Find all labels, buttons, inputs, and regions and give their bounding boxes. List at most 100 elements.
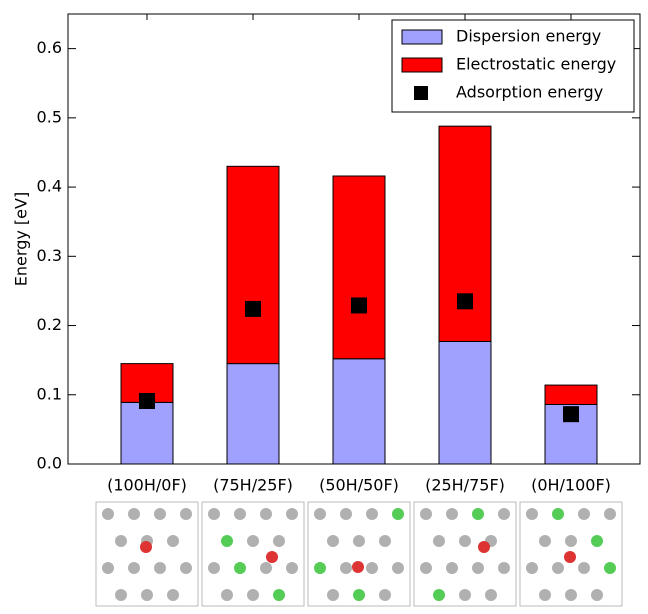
atom [379,535,391,547]
structure-image [308,502,410,606]
atom [180,562,192,574]
y-tick-label: 0.3 [37,246,62,265]
atom [141,589,153,601]
atom [167,535,179,547]
legend-swatch [414,86,428,100]
y-tick-label: 0.6 [37,38,62,57]
atom [433,589,445,601]
y-axis-label: Energy [eV] [12,192,31,286]
atom [115,589,127,601]
adsorption-marker [563,406,579,422]
x-tick-label: (100H/0F) [107,476,187,495]
y-tick-label: 0.5 [37,107,62,126]
atom [167,589,179,601]
atom [286,508,298,520]
atom [327,535,339,547]
structure-image [414,502,516,606]
atom [591,535,603,547]
atom [604,508,616,520]
bar-segment [227,166,279,363]
y-tick-label: 0.2 [37,315,62,334]
adsorption-marker [245,301,261,317]
atom [180,508,192,520]
structure-image [520,502,622,606]
atom [420,508,432,520]
x-tick-label: (50H/50F) [319,476,399,495]
atom [208,508,220,520]
atom [366,508,378,520]
atom [273,589,285,601]
atom [221,535,233,547]
atom [352,561,364,573]
atom [565,589,577,601]
atom [234,562,246,574]
atom [578,508,590,520]
bar-segment [121,402,173,464]
atom [539,535,551,547]
atom [459,589,471,601]
atom [115,535,127,547]
atom [247,535,259,547]
atom [128,562,140,574]
atom [154,562,166,574]
atom [552,508,564,520]
atom [266,551,278,563]
atom [526,508,538,520]
atom [128,508,140,520]
adsorption-marker [351,297,367,313]
y-tick-label: 0.0 [37,454,62,473]
atom [392,562,404,574]
atom [526,562,538,574]
legend: Dispersion energy Electrostatic energy Ads… [392,20,634,112]
adsorption-marker [139,393,155,409]
atom [498,508,510,520]
bar-segment [545,385,597,404]
atom [340,508,352,520]
page: Energy [eV] 0.0 0.1 0.2 0.3 0.4 0.5 0.6 (100H/0… [0,0,648,614]
y-tick-label: 0.4 [37,177,62,196]
atom [273,535,285,547]
atom [552,562,564,574]
atom [314,508,326,520]
atom [154,508,166,520]
atom [591,589,603,601]
x-tick-label: (25H/75F) [425,476,505,495]
atom [478,541,490,553]
x-tick-label: (75H/25F) [213,476,293,495]
atom [446,562,458,574]
atom [420,562,432,574]
x-tick-label: (0H/100F) [531,476,611,495]
atom [379,589,391,601]
atom [353,535,365,547]
atom [604,562,616,574]
atom [564,551,576,563]
atom [472,508,484,520]
atom [327,589,339,601]
structure-image [96,502,198,606]
legend-label: Electrostatic energy [456,55,616,74]
bar-segment [333,359,385,464]
legend-label: Dispersion energy [456,27,601,46]
atom [234,508,246,520]
legend-swatch [402,30,442,44]
atom [539,589,551,601]
atom [578,562,590,574]
atom [472,562,484,574]
atom [260,508,272,520]
atom [565,535,577,547]
y-tick-label: 0.1 [37,384,62,403]
bar-segment [333,176,385,359]
legend-label: Adsorption energy [456,83,603,102]
atom [353,589,365,601]
atom [485,589,497,601]
atom [102,508,114,520]
atom [314,562,326,574]
atom [366,562,378,574]
atom [221,589,233,601]
atom [446,508,458,520]
atom [498,562,510,574]
atom [392,508,404,520]
bar-segment [227,364,279,464]
atom [340,562,352,574]
structure-image [202,502,304,606]
